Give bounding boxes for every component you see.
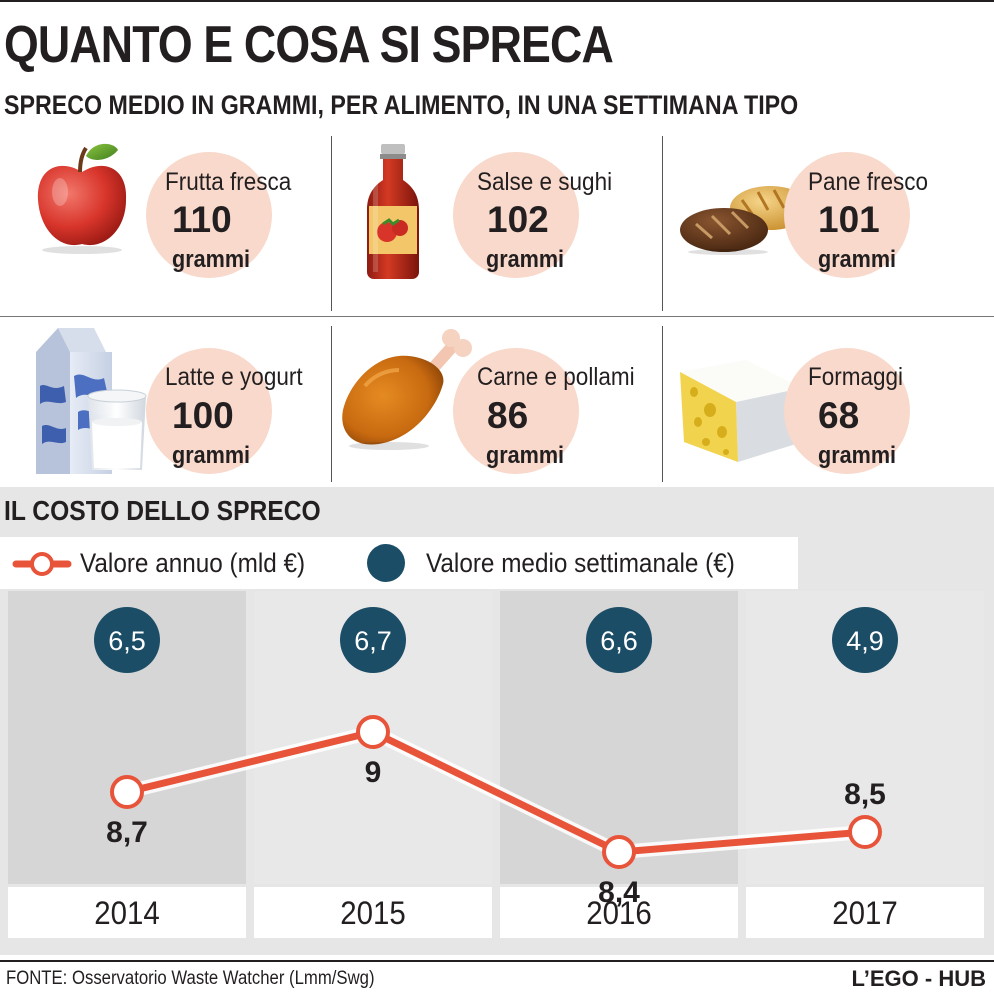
source-note: FONTE: Osservatorio Waste Watcher (Lmm/S… xyxy=(6,968,375,989)
sauce-bottle-icon xyxy=(367,144,419,279)
food-circle xyxy=(146,152,272,278)
weekly-value-label: 4,9 xyxy=(846,626,884,656)
food-value: 100 xyxy=(172,395,234,436)
line-chart: 6,5 6,7 6,6 4,9 8,7 9 8,4 8,5 xyxy=(94,607,898,909)
food-item-pane: Pane fresco 101 grammi xyxy=(662,130,993,305)
row-divider xyxy=(0,316,994,317)
food-circle xyxy=(784,348,910,474)
x-tick-label: 2014 xyxy=(94,895,160,931)
weekly-value-circle xyxy=(94,607,160,673)
chart-legend: Valore annuo (mld €) Valore medio settim… xyxy=(0,537,798,589)
food-unit: grammi xyxy=(172,246,251,273)
year-box xyxy=(746,887,984,938)
legend-weekly-label: Valore medio settimanale (€) xyxy=(426,548,735,578)
weekly-value-label: 6,5 xyxy=(108,626,146,656)
food-name: Latte e yogurt xyxy=(165,363,303,391)
milk-carton-icon xyxy=(36,328,147,474)
weekly-value-circle xyxy=(832,607,898,673)
food-item-formaggi: Formaggi 68 grammi xyxy=(662,326,993,501)
legend-annual-label: Valore annuo (mld €) xyxy=(80,548,306,578)
annual-data-label: 8,5 xyxy=(844,778,886,811)
annual-data-point xyxy=(110,775,144,809)
chicken-leg-icon xyxy=(342,329,472,450)
food-value: 101 xyxy=(818,199,880,240)
food-item-carne: Carne e pollami 86 grammi xyxy=(331,326,662,501)
legend-line-marker-icon xyxy=(12,552,72,576)
food-name: Frutta fresca xyxy=(165,168,292,196)
food-unit: grammi xyxy=(818,246,897,273)
weekly-value-circle xyxy=(340,607,406,673)
annual-data-point xyxy=(602,835,636,869)
food-item-frutta: Frutta fresca 110 grammi xyxy=(0,130,331,305)
apple-icon xyxy=(37,143,127,254)
food-circle xyxy=(784,152,910,278)
year-box xyxy=(8,887,246,938)
food-name: Pane fresco xyxy=(808,168,929,196)
credit-label: L’EGO - HUB xyxy=(851,966,986,991)
food-circle xyxy=(453,152,579,278)
weekly-value-label: 6,6 xyxy=(600,626,638,656)
food-value: 102 xyxy=(487,199,549,240)
column-divider xyxy=(662,136,663,311)
chart-title: IL COSTO DELLO SPRECO xyxy=(4,495,321,526)
annual-data-point xyxy=(356,715,390,749)
x-tick-label: 2017 xyxy=(832,895,898,931)
column-divider xyxy=(331,136,332,311)
food-circle xyxy=(453,348,579,474)
year-box xyxy=(500,887,738,938)
food-unit: grammi xyxy=(486,442,565,469)
year-box xyxy=(254,887,492,938)
food-circle xyxy=(146,348,272,474)
annual-data-label: 9 xyxy=(365,756,382,789)
food-item-salse: Salse e sughi 102 grammi xyxy=(331,130,662,305)
food-unit: grammi xyxy=(172,442,251,469)
x-tick-label: 2016 xyxy=(586,895,652,931)
page-subtitle: SPRECO MEDIO IN GRAMMI, PER ALIMENTO, IN… xyxy=(4,90,799,120)
annual-data-label: 8,4 xyxy=(598,876,640,909)
food-unit: grammi xyxy=(818,442,897,469)
food-name: Formaggi xyxy=(808,363,904,391)
food-unit: grammi xyxy=(486,246,565,273)
cost-chart-section: IL COSTO DELLO SPRECO Valore annuo (mld … xyxy=(0,487,994,955)
x-tick-label: 2015 xyxy=(340,895,406,931)
food-name: Salse e sughi xyxy=(477,168,613,196)
bottom-rule xyxy=(0,960,994,962)
annual-data-label: 8,7 xyxy=(106,816,148,849)
annual-data-point xyxy=(848,815,882,849)
column-divider xyxy=(662,326,663,482)
page-title: QUANTO E COSA SI SPRECA xyxy=(4,16,614,74)
weekly-value-circle xyxy=(586,607,652,673)
food-value: 86 xyxy=(487,395,529,436)
weekly-value-label: 6,7 xyxy=(354,626,392,656)
food-grid: Frutta fresca 110 grammi Salse e sughi 1… xyxy=(0,130,994,486)
top-rule xyxy=(0,0,994,2)
food-value: 68 xyxy=(818,395,860,436)
food-value: 110 xyxy=(172,199,232,240)
legend-circle-marker-icon xyxy=(367,544,405,582)
annual-series-line xyxy=(123,728,869,856)
food-item-latte: Latte e yogurt 100 grammi xyxy=(0,326,331,501)
food-name: Carne e pollami xyxy=(477,363,635,391)
column-divider xyxy=(331,326,332,482)
